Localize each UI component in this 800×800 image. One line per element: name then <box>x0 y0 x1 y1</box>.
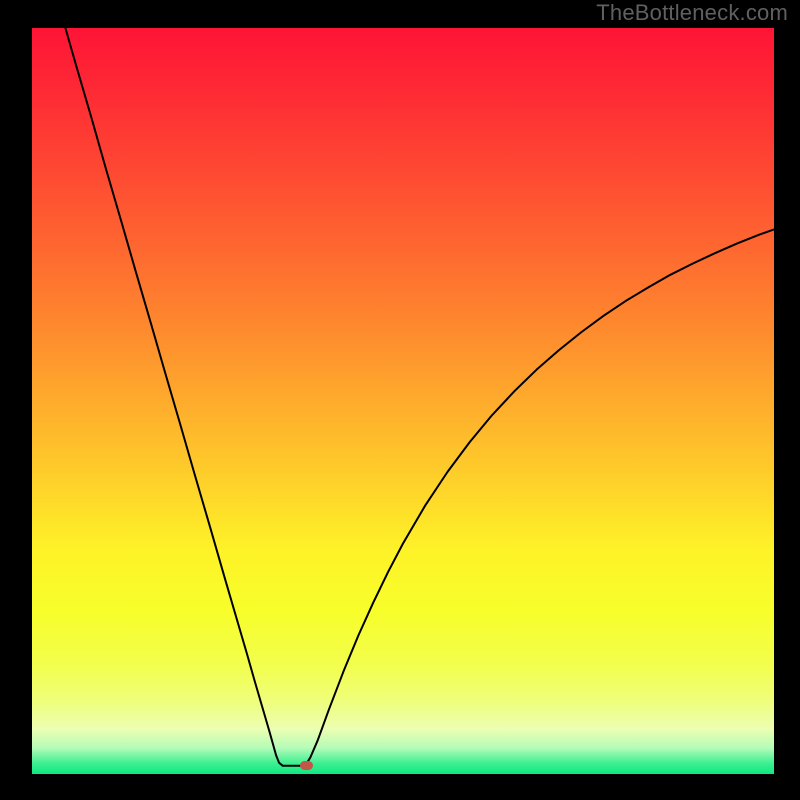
watermark-text: TheBottleneck.com <box>596 0 788 26</box>
plot-svg <box>32 28 774 774</box>
optimum-marker <box>300 761 313 770</box>
gradient-background <box>32 28 774 774</box>
plot-area <box>32 28 774 774</box>
